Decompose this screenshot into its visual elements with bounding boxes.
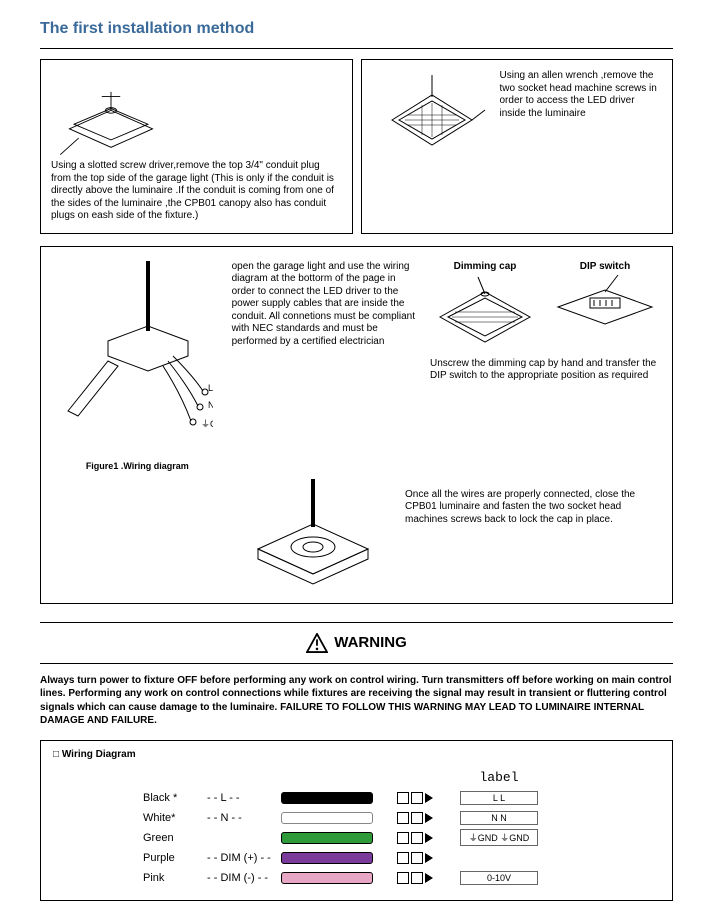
step2-text: Using an allen wrench ,remove the two so… xyxy=(500,70,663,160)
wiring-diagram-box: Wiring Diagram label Black *- - L - -L L… xyxy=(40,740,673,901)
panel-row-1: Using a slotted screw driver,remove the … xyxy=(40,59,673,234)
divider xyxy=(40,48,673,49)
svg-text:N: N xyxy=(208,400,213,410)
svg-text:L: L xyxy=(208,383,213,393)
figure1-caption: Figure1 .Wiring diagram xyxy=(53,461,222,471)
wiring-row: Green⏚GND ⏚GND xyxy=(53,828,660,848)
wiring-row: White*- - N - -N N xyxy=(53,808,660,828)
dip-switch-label: DIP switch xyxy=(550,261,660,272)
diagram-conduit-plug xyxy=(51,70,171,160)
wiring-row: Pink- - DIM (-) - -0-10V xyxy=(53,868,660,888)
diagram-closed-fixture xyxy=(233,479,393,589)
wiring-row: Purple- - DIM (+) - - xyxy=(53,848,660,868)
panel-step3: L N ⏚GND Figure1 .Wiring diagram open th… xyxy=(40,246,673,604)
dimming-dip-area: Dimming cap DIP s xyxy=(430,261,660,471)
warning-heading: WARNING xyxy=(334,634,407,651)
diagram-allen-screws xyxy=(372,70,492,160)
divider-2 xyxy=(40,622,673,623)
close-fixture-text: Once all the wires are properly connecte… xyxy=(405,479,660,527)
svg-text:⏚GND: ⏚GND xyxy=(201,419,213,429)
diagram-open-wiring: L N ⏚GND Figure1 .Wiring diagram xyxy=(53,261,222,471)
wiring-grid: label Black *- - L - -L LWhite*- - N - -… xyxy=(53,768,660,888)
step3-text: open the garage light and use the wiring… xyxy=(232,261,420,471)
dip-instruction: Unscrew the dimming cap by hand and tran… xyxy=(430,358,660,383)
panel-step2: Using an allen wrench ,remove the two so… xyxy=(361,59,674,234)
warning-icon xyxy=(306,633,328,653)
divider-3 xyxy=(40,663,673,664)
wiring-title: Wiring Diagram xyxy=(53,749,660,760)
step1-text: Using a slotted screw driver,remove the … xyxy=(51,160,342,223)
page-title: The first installation method xyxy=(40,20,673,38)
dimming-cap-label: Dimming cap xyxy=(430,261,540,272)
warning-header: WARNING xyxy=(40,633,673,653)
warning-body: Always turn power to fixture OFF before … xyxy=(40,674,673,728)
panel-step1: Using a slotted screw driver,remove the … xyxy=(40,59,353,234)
label-header: label xyxy=(449,770,549,785)
wiring-row: Black *- - L - -L L xyxy=(53,788,660,808)
